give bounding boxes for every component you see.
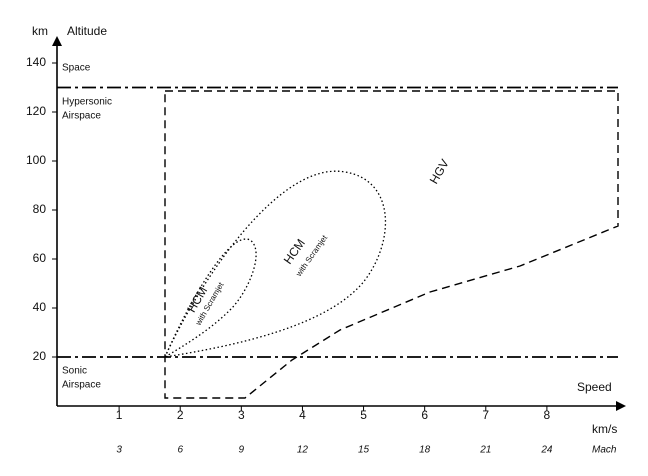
y-axis-arrow [52, 36, 62, 46]
mach-label: Mach [592, 445, 617, 456]
mach-label: 3 [116, 445, 122, 456]
x-label: Speed [577, 380, 612, 394]
hcm-region [163, 238, 257, 359]
hgv-region [164, 90, 619, 399]
x-tick-label: 8 [544, 408, 551, 422]
x-tick-label: 6 [421, 408, 428, 422]
y-tick-label: 140 [26, 55, 46, 69]
y-tick-label: 100 [26, 153, 46, 167]
x-tick-label: 7 [482, 408, 489, 422]
y-tick-label: 20 [33, 349, 47, 363]
zone-label: Airspace [62, 380, 101, 391]
zone-label: Space [62, 63, 91, 74]
x-tick-label: 4 [299, 408, 306, 422]
y-tick-label: 40 [33, 300, 47, 314]
mach-label: 21 [479, 445, 491, 456]
y-tick-label: 80 [33, 202, 47, 216]
x-axis-arrow [616, 401, 626, 411]
y-tick-label: 60 [33, 251, 47, 265]
mach-label: 6 [177, 445, 183, 456]
mach-label: 18 [419, 445, 431, 456]
y-label: Altitude [67, 24, 107, 38]
zone-label: Sonic [62, 366, 87, 377]
y-unit: km [32, 24, 48, 38]
x-tick-label: 1 [116, 408, 123, 422]
mach-label: 24 [540, 445, 553, 456]
x-tick-label: 2 [177, 408, 184, 422]
x-tick-label: 5 [360, 408, 367, 422]
y-tick-label: 120 [26, 104, 46, 118]
x-unit: km/s [592, 422, 617, 436]
x-tick-label: 3 [238, 408, 245, 422]
mach-label: 12 [297, 445, 309, 456]
hcm-region [163, 170, 387, 358]
mach-label: 15 [358, 445, 370, 456]
region-label: HGV [427, 157, 452, 187]
mach-label: 9 [239, 445, 245, 456]
zone-label: Hypersonic [62, 97, 112, 108]
zone-label: Airspace [62, 111, 101, 122]
